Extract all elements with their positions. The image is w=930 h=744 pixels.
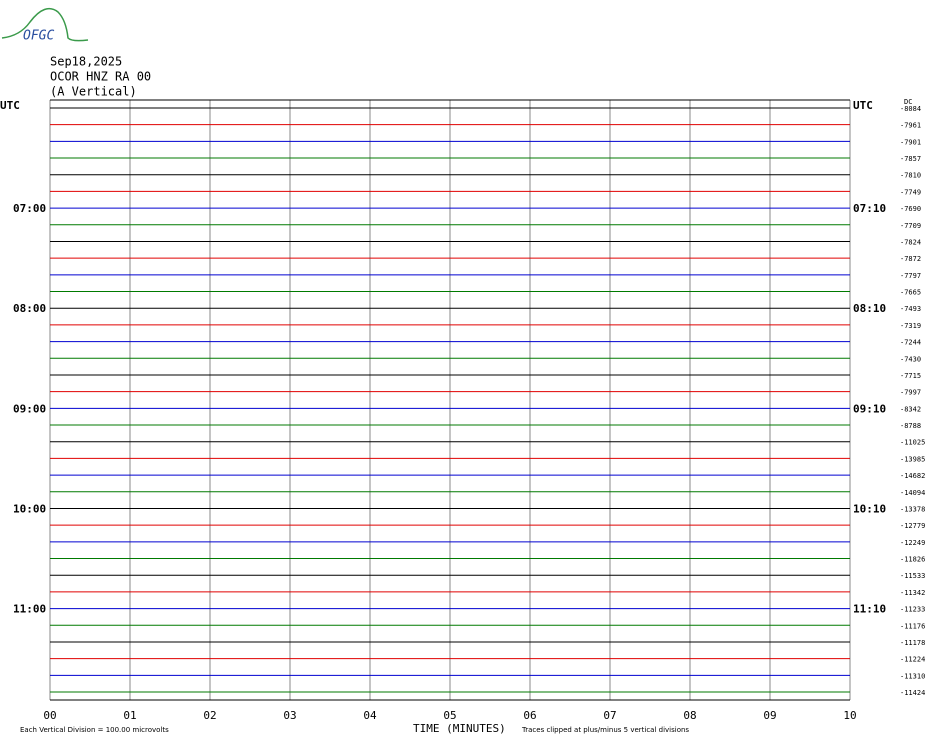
x-tick-label: 01 [123,709,136,722]
offset-label: -7709 [900,222,921,230]
offset-label: -7749 [900,188,921,196]
offset-label: -7797 [900,272,921,280]
right-time-label: 07:10 [853,202,886,215]
date: Sep18,2025 [50,55,122,69]
offset-label: -11178 [900,639,925,647]
offset-label: -11533 [900,572,925,580]
x-tick-label: 02 [203,709,216,722]
left-time-label: 07:00 [13,202,46,215]
offset-label: -7961 [900,122,921,130]
right-time-label: UTC [853,99,873,112]
offset-label: -13378 [900,505,925,513]
offset-label: -13985 [900,455,925,463]
offset-label: -11826 [900,556,925,564]
offset-label: -7901 [900,138,921,146]
offset-label: -8084 [900,105,921,113]
offset-label: -7319 [900,322,921,330]
component: (A Vertical) [50,85,137,99]
offset-label: -11424 [900,689,925,697]
offset-label: -7690 [900,205,921,213]
right-time-label: 09:10 [853,402,886,415]
offset-label: -11342 [900,589,925,597]
offset-label: -7810 [900,172,921,180]
logo-curve [1,7,89,42]
x-tick-label: 03 [283,709,296,722]
x-tick-label: 10 [843,709,856,722]
x-tick-label: 09 [763,709,776,722]
offset-label: -11233 [900,606,925,614]
offset-label: -7715 [900,372,921,380]
x-tick-label: 04 [363,709,377,722]
station: OCOR HNZ RA 00 [50,70,151,84]
offset-label: -7857 [900,155,921,163]
dc-label: DC [904,98,912,106]
x-tick-label: 06 [523,709,536,722]
logo-text: OFGC [23,29,54,44]
offset-label: -14682 [900,472,925,480]
offset-label: -11224 [900,656,925,664]
offset-label: -8788 [900,422,921,430]
footer-right: Traces clipped at plus/minus 5 vertical … [521,726,689,734]
offset-label: -11025 [900,439,925,447]
offset-label: -8342 [900,405,921,413]
left-time-label: 10:00 [13,502,46,515]
offset-label: -7824 [900,238,921,246]
x-axis-title: TIME (MINUTES) [413,722,506,735]
x-tick-label: 05 [443,709,456,722]
offset-label: -14094 [900,489,925,497]
offset-label: -12779 [900,522,925,530]
left-time-label: UTC [0,99,20,112]
right-time-label: 11:10 [853,603,886,616]
offset-label: -7665 [900,289,921,297]
offset-label: -11176 [900,622,925,630]
offset-label: -11310 [900,672,925,680]
offset-label: -7430 [900,355,921,363]
right-time-label: 10:10 [853,502,886,515]
right-time-label: 08:10 [853,302,886,315]
offset-label: -7997 [900,389,921,397]
offset-label: -7493 [900,305,921,313]
x-tick-label: 07 [603,709,616,722]
offset-label: -7872 [900,255,921,263]
offset-label: -12249 [900,539,925,547]
left-time-label: 11:00 [13,603,46,616]
left-time-label: 08:00 [13,302,46,315]
x-tick-label: 00 [43,709,56,722]
x-tick-label: 08 [683,709,696,722]
footer-left: Each Vertical Division = 100.00 microvol… [20,726,169,734]
left-time-label: 09:00 [13,402,46,415]
offset-label: -7244 [900,339,921,347]
